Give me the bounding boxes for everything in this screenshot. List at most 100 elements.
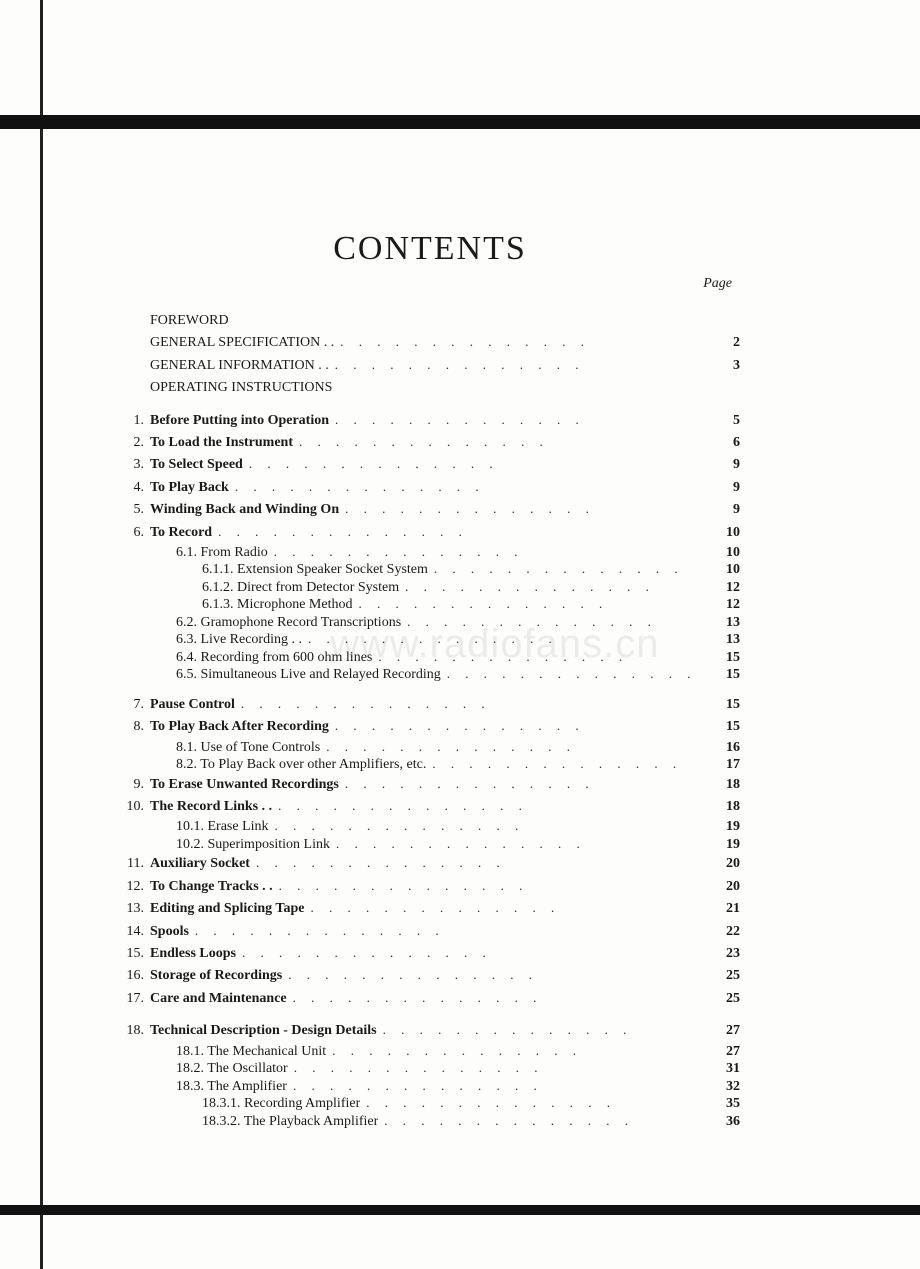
toc-title: Technical Description - Design Details xyxy=(150,1020,377,1042)
toc-title: GENERAL INFORMATION . . xyxy=(150,355,329,377)
toc-row: 10.The Record Links . .. . . . . . . . .… xyxy=(120,796,740,818)
toc-title: To Change Tracks . . xyxy=(150,876,273,898)
toc-row: 6.1.3. Microphone Method. . . . . . . . … xyxy=(120,596,740,614)
dot-leader: . . . . . . . . . . . . . . xyxy=(378,1113,708,1129)
toc-page-number: 17 xyxy=(708,756,740,774)
dot-leader: . . . . . . . . . . . . . . xyxy=(235,694,708,715)
toc-page-number: 27 xyxy=(708,1020,740,1042)
toc-row: 4.To Play Back. . . . . . . . . . . . . … xyxy=(120,477,740,499)
contents-heading: CONTENTS xyxy=(120,230,740,268)
toc-page-number: 15 xyxy=(708,649,740,667)
toc-row: 18.3. The Amplifier. . . . . . . . . . .… xyxy=(120,1078,740,1096)
document-page: www.radiofans.cn CONTENTS Page FOREWORDG… xyxy=(0,0,920,1269)
toc-title: Care and Maintenance xyxy=(150,988,287,1010)
toc-number: 9. xyxy=(120,774,150,796)
toc-page-number: 5 xyxy=(708,410,740,432)
toc-title: GENERAL SPECIFICATION . . xyxy=(150,332,334,354)
toc-row: GENERAL INFORMATION . .. . . . . . . . .… xyxy=(120,355,740,377)
toc-row: 8.To Play Back After Recording. . . . . … xyxy=(120,716,740,738)
toc-row: 9.To Erase Unwanted Recordings. . . . . … xyxy=(120,774,740,796)
toc-page-number: 35 xyxy=(708,1095,740,1113)
toc-row: 3.To Select Speed. . . . . . . . . . . .… xyxy=(120,454,740,476)
toc-page-number: 3 xyxy=(708,355,740,377)
toc-page-number: 9 xyxy=(708,454,740,476)
toc-title: 18.2. The Oscillator xyxy=(150,1060,288,1078)
toc-title: 18.3.2. The Playback Amplifier xyxy=(150,1113,378,1131)
toc-page-number: 13 xyxy=(708,631,740,649)
toc-title: Auxiliary Socket xyxy=(150,853,250,875)
toc-title: 6.4. Recording from 600 ohm lines xyxy=(150,649,372,667)
toc-title: The Record Links . . xyxy=(150,796,272,818)
dot-leader: . . . . . . . . . . . . . . xyxy=(287,988,708,1009)
toc-page-number: 10 xyxy=(708,522,740,544)
toc-row: 10.2. Superimposition Link. . . . . . . … xyxy=(120,836,740,854)
dot-leader: . . . . . . . . . . . . . . xyxy=(326,1043,708,1059)
toc-row: 6.1.2. Direct from Detector System. . . … xyxy=(120,579,740,597)
toc-page-number: 23 xyxy=(708,943,740,965)
toc-number: 15. xyxy=(120,943,150,965)
toc-number: 18. xyxy=(120,1020,150,1042)
toc-row: GENERAL SPECIFICATION . .. . . . . . . .… xyxy=(120,332,740,354)
toc-row: 13.Editing and Splicing Tape. . . . . . … xyxy=(120,898,740,920)
dot-leader: . . . . . . . . . . . . . . xyxy=(329,716,708,737)
toc-title: 6.5. Simultaneous Live and Relayed Recor… xyxy=(150,666,441,684)
toc-page-number: 15 xyxy=(708,694,740,716)
toc-page-number: 9 xyxy=(708,499,740,521)
dot-leader: . . . . . . . . . . . . . . xyxy=(273,876,708,897)
dot-leader: . . . . . . . . . . . . . . xyxy=(229,477,708,498)
dot-leader: . . . . . . . . . . . . . . xyxy=(330,836,708,852)
toc-page-number: 36 xyxy=(708,1113,740,1131)
dot-leader: . . . . . . . . . . . . . . xyxy=(212,522,708,543)
toc-page-number: 15 xyxy=(708,716,740,738)
toc-title: To Record xyxy=(150,522,212,544)
toc-number: 13. xyxy=(120,898,150,920)
toc-number: 1. xyxy=(120,410,150,432)
toc-page-number: 31 xyxy=(708,1060,740,1078)
toc-title: 6.1.1. Extension Speaker Socket System xyxy=(150,561,428,579)
toc-title: 18.3. The Amplifier xyxy=(150,1078,287,1096)
dot-leader: . . . . . . . . . . . . . . xyxy=(269,818,708,834)
dot-leader: . . . . . . . . . . . . . . xyxy=(372,649,708,665)
toc-title: 10.1. Erase Link xyxy=(150,818,269,836)
toc-title: Before Putting into Operation xyxy=(150,410,329,432)
toc-row: 6.1.1. Extension Speaker Socket System. … xyxy=(120,561,740,579)
toc-page-number: 19 xyxy=(708,818,740,836)
dot-leader: . . . . . . . . . . . . . . xyxy=(426,756,708,772)
toc-row: 5.Winding Back and Winding On. . . . . .… xyxy=(120,499,740,521)
toc-row: 6.4. Recording from 600 ohm lines. . . .… xyxy=(120,649,740,667)
dot-leader: . . . . . . . . . . . . . . xyxy=(189,921,708,942)
toc-number: 11. xyxy=(120,853,150,875)
toc-page-number: 16 xyxy=(708,739,740,757)
toc-title: To Play Back xyxy=(150,477,229,499)
toc-row: 12.To Change Tracks . .. . . . . . . . .… xyxy=(120,876,740,898)
toc-number: 7. xyxy=(120,694,150,716)
toc-title: 6.2. Gramophone Record Transcriptions xyxy=(150,614,401,632)
toc-title: 6.3. Live Recording . . xyxy=(150,631,302,649)
content-column: CONTENTS Page FOREWORDGENERAL SPECIFICAT… xyxy=(120,230,740,1130)
toc-gap xyxy=(120,400,740,410)
toc-page-number: 13 xyxy=(708,614,740,632)
toc-title: 6.1.2. Direct from Detector System xyxy=(150,579,399,597)
toc-title: Storage of Recordings xyxy=(150,965,282,987)
toc-title: 18.1. The Mechanical Unit xyxy=(150,1043,326,1061)
toc-gap xyxy=(120,1010,740,1020)
dot-leader: . . . . . . . . . . . . . . xyxy=(320,739,708,755)
dot-leader: . . . . . . . . . . . . . . xyxy=(329,410,708,431)
toc-row: 8.2. To Play Back over other Amplifiers,… xyxy=(120,756,740,774)
toc-page-number: 12 xyxy=(708,579,740,597)
toc-number: 2. xyxy=(120,432,150,454)
toc-row: 16.Storage of Recordings. . . . . . . . … xyxy=(120,965,740,987)
toc-page-number: 25 xyxy=(708,988,740,1010)
dot-leader: . . . . . . . . . . . . . . xyxy=(401,614,708,630)
dot-leader: . . . . . . . . . . . . . . xyxy=(399,579,708,595)
toc-page-number: 22 xyxy=(708,921,740,943)
toc-row: OPERATING INSTRUCTIONS xyxy=(120,377,740,399)
dot-leader: . . . . . . . . . . . . . . xyxy=(339,499,708,520)
dot-leader: . . . . . . . . . . . . . . xyxy=(293,432,708,453)
toc-number: 14. xyxy=(120,921,150,943)
toc-page-number: 20 xyxy=(708,876,740,898)
toc-number: 17. xyxy=(120,988,150,1010)
toc-row: 7.Pause Control. . . . . . . . . . . . .… xyxy=(120,694,740,716)
page-column-label: Page xyxy=(120,276,740,292)
toc-list: FOREWORDGENERAL SPECIFICATION . .. . . .… xyxy=(120,310,740,1130)
